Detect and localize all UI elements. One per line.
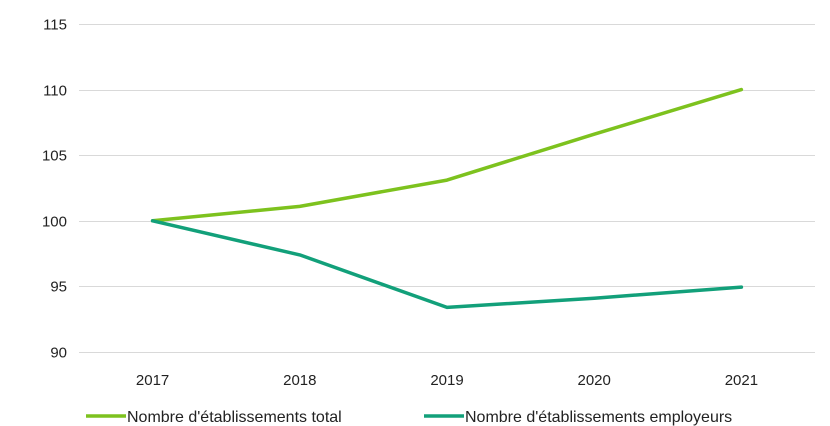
gridlines (79, 24, 815, 353)
y-tick-label-105: 105 (42, 148, 67, 165)
x-tick-label-2017: 2017 (136, 372, 169, 389)
y-tick-label-90: 90 (50, 345, 67, 362)
series-lines (150, 87, 744, 310)
x-axis-ticks: 2017 2018 2019 2020 2021 (136, 372, 758, 389)
legend-label-employeurs: Nombre d'établissements employeurs (465, 409, 732, 426)
y-axis-ticks: 90 95 100 105 110 115 (42, 17, 67, 362)
series-line-employeurs (150, 219, 744, 310)
y-tick-label-115: 115 (43, 17, 67, 34)
y-tick-label-110: 110 (43, 83, 67, 100)
x-tick-label-2020: 2020 (578, 372, 611, 389)
legend: Nombre d'établissements total Nombre d'ét… (86, 409, 732, 426)
legend-label-total: Nombre d'établissements total (127, 409, 342, 426)
y-tick-label-95: 95 (50, 279, 67, 296)
x-tick-label-2021: 2021 (725, 372, 758, 389)
x-tick-label-2019: 2019 (430, 372, 463, 389)
y-tick-label-100: 100 (42, 214, 67, 231)
x-tick-label-2018: 2018 (283, 372, 316, 389)
